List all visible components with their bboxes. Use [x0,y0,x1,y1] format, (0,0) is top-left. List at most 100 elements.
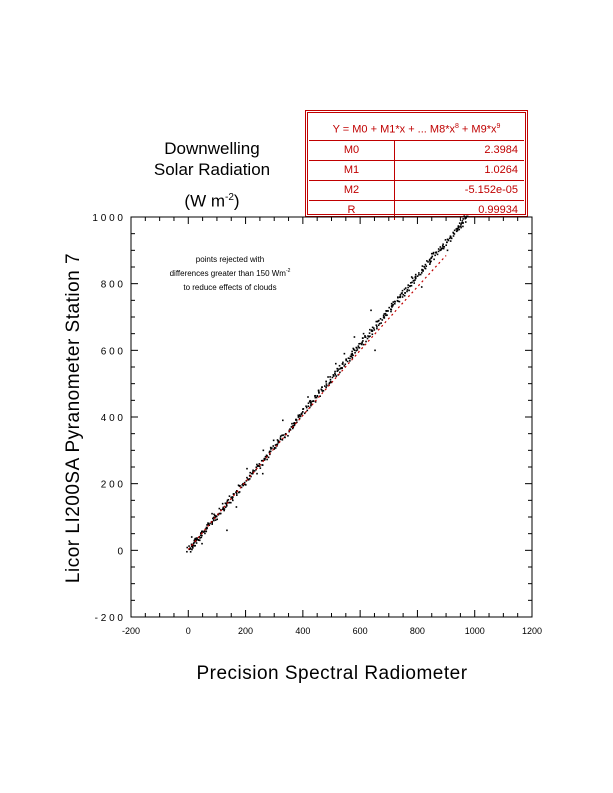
curve-fit-table: Y = M0 + M1*x + ... M8*x8 + M9*x9 M0 2.39… [305,110,528,220]
data-point [368,336,370,338]
outlier-point [262,449,265,452]
data-point [460,226,462,229]
data-point [226,499,229,502]
data-point [376,327,378,330]
data-point [302,408,305,410]
outlier-point [235,506,238,508]
data-point [382,314,385,317]
data-point [292,422,295,425]
data-point [238,485,241,487]
data-point [370,330,373,332]
x-tick-label: -200 [122,626,140,636]
data-point [401,292,403,294]
data-point [375,320,378,323]
data-point [392,303,394,306]
data-point [322,389,325,392]
data-point [435,252,437,254]
fit-row-m0: M0 2.3984 [309,141,524,161]
data-point [369,328,371,331]
data-point [225,504,228,507]
data-point [362,340,364,342]
data-point [228,501,231,504]
data-point [461,221,464,224]
data-point [397,296,399,298]
data-point [319,395,321,397]
data-point [272,445,275,447]
y-axis-label: Licor LI200SA Pyranometer Station 7 [63,252,84,584]
data-point [457,225,460,227]
data-point [351,350,353,353]
data-point [269,446,272,449]
data-point [318,391,320,394]
title-unit-close: ) [233,191,240,211]
data-point [314,394,317,397]
data-point [299,415,302,418]
y-tick-label: 6 0 0 [101,346,124,357]
data-point [447,239,450,242]
data-point [325,386,327,389]
data-point [364,336,367,338]
data-point [207,523,210,526]
x-tick-label: 800 [410,626,425,636]
outlier-point [370,309,372,312]
data-point [436,253,439,256]
data-point [367,335,369,337]
data-point [329,381,331,384]
data-point [332,375,335,377]
outlier-point [327,376,329,378]
data-point [218,507,221,510]
data-point [303,412,306,415]
data-point [309,399,311,402]
data-point [345,359,347,362]
data-point [362,337,364,339]
data-point [388,306,390,309]
fit-row-m2: M2 -5.152e-05 [309,181,524,201]
data-point [446,241,448,244]
data-point [437,250,440,253]
data-point [227,498,230,501]
data-point [217,513,220,516]
data-point [193,539,196,542]
data-point [273,446,276,449]
x-tick-label: 200 [238,626,253,636]
fit-param-value: -5.152e-05 [464,184,518,196]
data-point [324,385,326,387]
data-point [186,550,188,553]
data-point [371,326,374,329]
data-point [307,405,310,408]
data-point [255,468,257,471]
data-point [245,480,248,482]
data-point [213,516,216,519]
data-point [315,396,318,399]
fit-equation-exp-1: 8 [454,123,459,130]
data-point [238,491,241,493]
data-point [439,249,441,252]
data-point [284,432,287,435]
data-point [235,492,238,495]
data-point [246,476,248,479]
data-point [321,390,324,392]
data-point [223,509,225,512]
data-point [414,275,417,278]
data-point [225,503,228,506]
data-point [215,515,217,517]
data-point [293,424,295,427]
data-point [462,225,464,228]
outlier-point [420,286,423,288]
data-point [358,346,360,349]
data-point [213,513,215,516]
data-point [201,530,203,533]
data-point [291,427,294,430]
data-point [253,470,256,472]
data-point [224,502,227,505]
data-point [219,512,222,515]
data-point [429,258,431,261]
data-point [409,285,411,288]
data-point [250,475,252,478]
data-point [308,400,311,403]
data-point [293,422,296,424]
x-axis-label: Precision Spectral Radiometer [196,663,468,684]
data-point [445,244,448,246]
data-point [204,532,206,535]
data-point [385,310,387,312]
